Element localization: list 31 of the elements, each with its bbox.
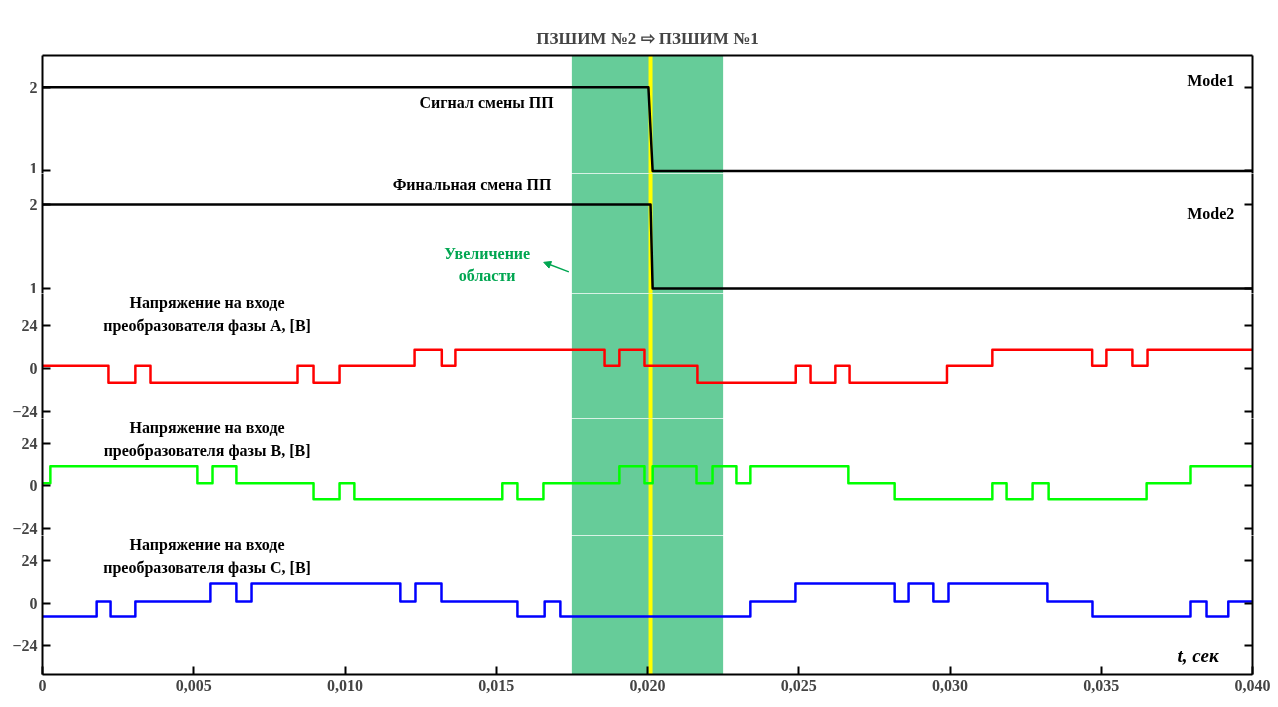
x-axis-title: t, сек [1177,645,1220,667]
y-tick-label: 0 [29,360,38,377]
x-tick-label: 0,035 [1083,676,1120,694]
series-label: Напряжение на входе преобразователя фазы A, [В] [103,294,311,336]
x-tick-label: 0,020 [629,676,666,694]
y-tick-label: 1 [29,159,38,177]
y-tick-label: 0 [29,477,38,495]
annotation: Mode2 [1187,204,1235,222]
series-label: Напряжение на входе преобразователя фазы B, [В] [103,419,311,461]
y-tick-label: 24 [21,551,38,569]
y-tick-label: 0 [29,594,38,612]
y-tick-label: 2 [29,78,38,96]
y-tick-label: 24 [21,317,38,335]
y-tick-label: −24 [12,519,38,537]
band-label: Увеличение области [444,245,531,285]
x-tick-label: 0,040 [1234,676,1271,694]
annotation: Mode1 [1187,71,1235,89]
y-tick-label: −24 [12,402,38,420]
y-tick-label: 24 [21,434,38,452]
x-tick-label: 0,030 [932,676,968,694]
chart-title: ПЗШИМ №2 ⇨ ПЗШИМ №1 [536,29,759,48]
y-tick-label: 1 [29,279,38,297]
y-tick-label: −24 [12,637,38,655]
x-tick-label: 0,025 [780,676,817,694]
series-label: Сигнал смены ПП [419,94,555,112]
x-tick-label: 0,010 [327,676,363,694]
series-label: Финальная смена ПП [392,175,553,193]
series-label: Напряжение на входе преобразователя фазы C, [В] [103,536,311,578]
x-tick-label: 0,015 [478,676,515,694]
y-tick-label: 2 [29,196,38,214]
x-tick-label: 0,005 [175,676,212,694]
